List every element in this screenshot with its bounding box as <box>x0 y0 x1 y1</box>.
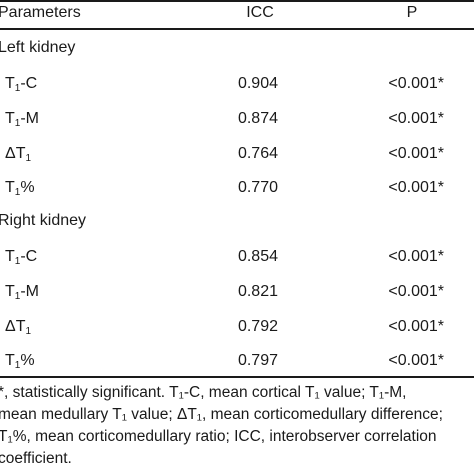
icc-value: 0.792 <box>237 318 278 335</box>
param-cell: T1-C <box>5 75 38 94</box>
icc-value: 0.904 <box>237 75 278 92</box>
p-value: <0.001* <box>388 110 444 127</box>
param-cell: T1% <box>5 179 35 198</box>
icc-value: 0.764 <box>237 145 278 162</box>
header-rule <box>0 28 474 30</box>
header-parameters: Parameters <box>0 4 81 21</box>
table-footnote: *, statistically significant. T₁-C, mean… <box>0 382 474 470</box>
p-value: <0.001* <box>388 179 444 196</box>
header-p: P <box>406 4 418 21</box>
icc-value: 0.854 <box>237 248 278 265</box>
p-value: <0.001* <box>388 248 444 265</box>
param-cell: ΔT1 <box>5 318 32 337</box>
p-value: <0.001* <box>388 352 444 369</box>
section-title-left-kidney: Left kidney <box>0 39 76 56</box>
param-cell: T1-M <box>5 283 39 302</box>
icc-value: 0.821 <box>237 283 278 300</box>
param-cell: ΔT1 <box>5 145 32 164</box>
footnote-line: coefficient. <box>0 450 72 467</box>
param-cell: T1-M <box>5 110 39 129</box>
param-cell: T1-C <box>5 248 38 267</box>
icc-value: 0.770 <box>237 179 278 196</box>
p-value: <0.001* <box>388 145 444 162</box>
table-bottom-rule <box>0 376 474 378</box>
p-value: <0.001* <box>388 283 444 300</box>
param-cell: T1% <box>5 352 35 371</box>
footnote-line: *, statistically significant. T₁-C, mean… <box>0 384 407 401</box>
p-value: <0.001* <box>388 75 444 92</box>
icc-value: 0.874 <box>237 110 278 127</box>
footnote-line: T₁%, mean corticomedullary ratio; ICC, i… <box>0 428 437 445</box>
p-value: <0.001* <box>388 318 444 335</box>
table-top-rule <box>0 0 474 2</box>
header-icc: ICC <box>246 4 274 21</box>
section-title-right-kidney: Right kidney <box>0 212 87 229</box>
footnote-line: mean medullary T₁ value; ΔT₁, mean corti… <box>0 406 443 423</box>
icc-value: 0.797 <box>237 352 278 369</box>
